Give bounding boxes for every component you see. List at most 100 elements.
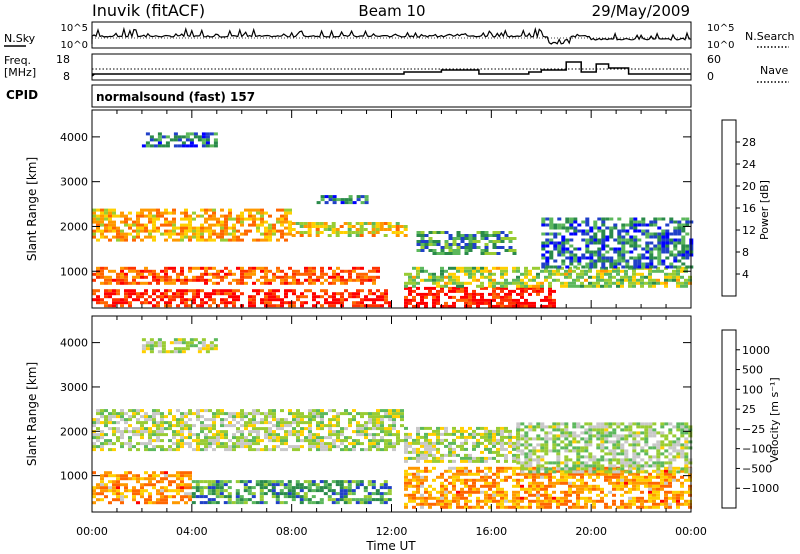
heatmap-cell [124,471,128,475]
heatmap-cell [624,481,628,485]
heatmap-cell [436,475,440,479]
heatmap-cell [569,250,574,254]
heatmap-cell [456,444,460,448]
heatmap-cell [552,428,557,432]
heatmap-cell [396,412,400,416]
heatmap-cell [512,456,516,460]
heatmap-cell [677,253,682,257]
heatmap-cell [168,304,172,308]
heatmap-cell [460,284,464,288]
heatmap-cell [408,466,412,470]
heatmap-cell [620,472,624,476]
heatmap-cell [180,474,184,478]
heatmap-cell [541,256,546,260]
heatmap-cell [604,470,609,474]
heatmap-cell [220,223,224,227]
heatmap-cell [104,266,108,270]
colorbar-tick-label: 1000 [742,344,770,357]
heatmap-cell [339,483,344,487]
heatmap-cell [581,238,586,242]
heatmap-cell [492,432,496,436]
heatmap-cell [268,298,272,302]
heatmap-cell [440,432,444,436]
heatmap-cell [444,505,448,509]
heatmap-cell [156,501,160,505]
heatmap-cell [536,470,541,474]
heatmap-cell [324,292,328,296]
heatmap-cell [280,208,284,212]
heatmap-cell [668,278,672,282]
heatmap-cell [637,259,642,263]
heatmap-cell [548,298,552,302]
heatmap-cell [164,295,168,299]
heatmap-cell [303,222,308,225]
heatmap-cell [589,265,594,269]
heatmap-cell [292,412,296,416]
heatmap-cell [673,229,678,233]
heatmap-cell [624,272,628,276]
heatmap-cell [403,225,408,228]
heatmap-cell [672,440,677,444]
heatmap-cell [552,298,556,302]
heatmap-cell [464,499,468,503]
heatmap-cell [200,272,204,276]
heatmap-cell [264,418,268,422]
heatmap-cell [132,445,136,449]
heatmap-cell [676,443,681,447]
heatmap-cell [500,281,504,285]
heatmap-cell [504,493,508,497]
heatmap-cell [161,135,166,139]
heatmap-cell [96,409,100,413]
heatmap-cell [677,220,682,224]
heatmap-cell [416,272,420,276]
heatmap-cell [548,505,552,509]
heatmap-cell [205,132,210,136]
heatmap-cell [665,250,670,254]
heatmap-cell [164,272,168,276]
heatmap-cell [532,425,537,429]
heatmap-cell [652,281,656,285]
nave-label: Nave [760,64,788,77]
heatmap-cell [132,430,136,434]
heatmap-cell [681,247,686,251]
heatmap-cell [120,301,124,305]
heatmap-cell [380,292,384,296]
heatmap-cell [156,421,160,425]
heatmap-cell [316,412,320,416]
heatmap-cell [649,220,654,224]
heatmap-cell [188,269,192,273]
heatmap-cell [504,298,508,302]
freq-label-2: [MHz] [4,66,36,79]
heatmap-cell [331,498,336,502]
heatmap-cell [96,295,100,299]
heatmap-cell [516,304,520,308]
heatmap-cell [564,422,569,426]
heatmap-cell [597,247,602,251]
heatmap-cell [456,499,460,503]
heatmap-cell [600,446,605,450]
heatmap-cell [144,498,148,502]
heatmap-cell [259,486,264,490]
heatmap-cell [508,505,512,509]
heatmap-cell [339,495,344,499]
heatmap-cell [335,234,340,237]
heatmap-cell [136,448,140,452]
heatmap-cell [196,304,200,308]
heatmap-cell [288,301,292,305]
heatmap-cell [320,424,324,428]
heatmap-cell [512,496,516,500]
heatmap-cell [520,278,524,282]
heatmap-cell [548,281,552,285]
heatmap-cell [608,464,613,468]
heatmap-cell [208,232,212,236]
heatmap-cell [664,272,668,276]
heatmap-cell [424,490,428,494]
heatmap-cell [648,422,653,426]
heatmap-cell [684,458,689,462]
heatmap-cell [548,475,552,479]
heatmap-cell [136,281,140,285]
heatmap-cell [512,447,516,451]
heatmap-cell [585,250,590,254]
heatmap-cell [104,217,108,221]
heatmap-cell [680,281,684,285]
